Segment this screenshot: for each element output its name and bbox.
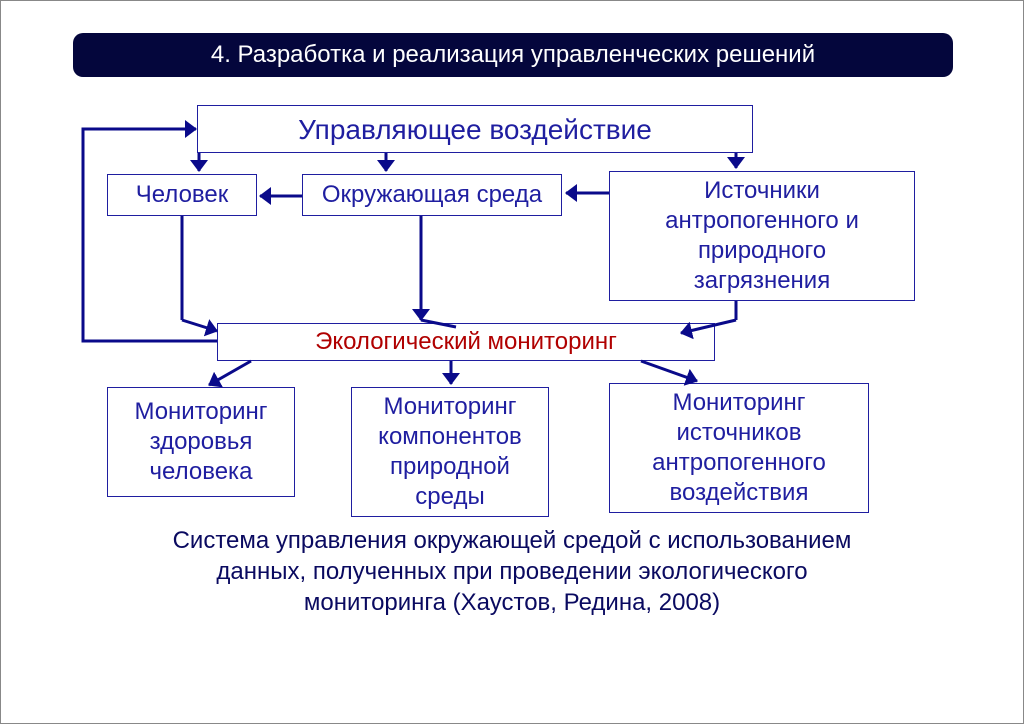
arrow-6	[182, 320, 217, 331]
node-mon_health: Мониторингздоровьячеловека	[107, 387, 295, 497]
node-mon_src: Мониторингисточниковантропогенноговоздей…	[609, 383, 869, 513]
node-control: Управляющее воздействие	[197, 105, 753, 153]
arrow-11	[209, 361, 251, 385]
node-sources: Источникиантропогенного иприродногозагря…	[609, 171, 915, 301]
slide-header: 4. Разработка и реализация управленчески…	[73, 33, 953, 77]
diagram-caption: Система управления окружающей средой с и…	[97, 525, 927, 619]
node-env: Окружающая среда	[302, 174, 562, 216]
node-ecomon: Экологический мониторинг	[217, 323, 715, 361]
node-mon_env: Мониторингкомпонентовприроднойсреды	[351, 387, 549, 517]
node-human: Человек	[107, 174, 257, 216]
arrow-13	[641, 361, 697, 381]
arrow-14	[83, 129, 217, 341]
slide-header-text: 4. Разработка и реализация управленчески…	[211, 41, 815, 69]
